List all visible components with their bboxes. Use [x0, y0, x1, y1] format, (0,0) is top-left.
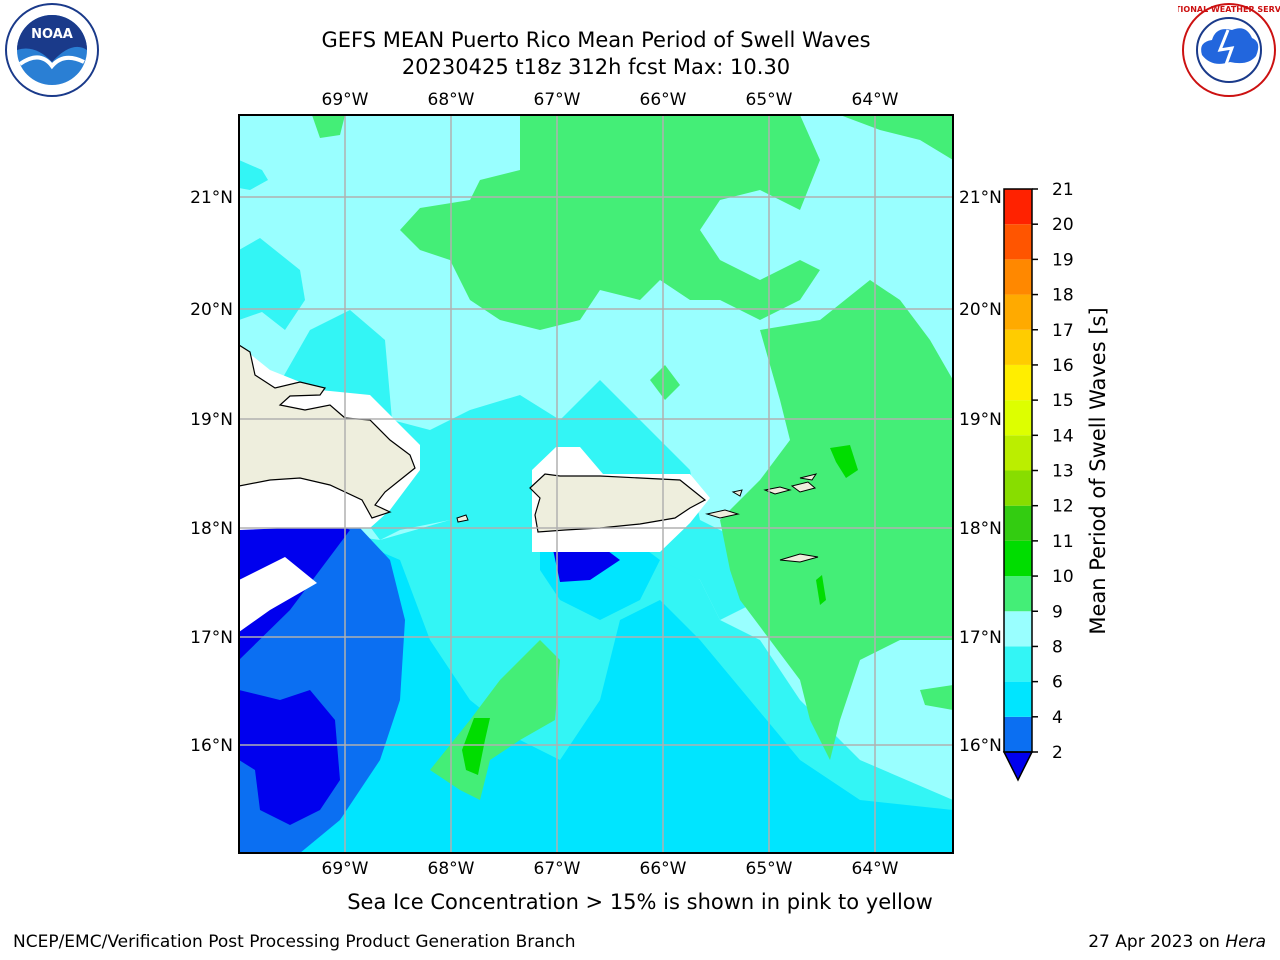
colorbar-tick-label: 2: [1052, 743, 1063, 763]
colorbar-tick-label: 17: [1052, 321, 1074, 341]
colorbar-underflow-arrow: [1002, 751, 1034, 782]
map-subtitle: 20230425 t18z 312h fcst Max: 10.30: [401, 55, 791, 79]
land-puerto-rico: [529, 473, 707, 533]
lon-label-top: 64°W: [852, 90, 899, 110]
lat-label-left: 19°N: [190, 410, 233, 430]
lat-label-right: 18°N: [959, 519, 1002, 539]
colorbar-segment: [1004, 259, 1032, 295]
colorbar: 2 4 6 8 9 10 11 12 13 14 15 16 17 18 19 20 21: [1002, 180, 1074, 782]
swell-region-under-2-c: [552, 545, 620, 582]
colorbar-segment: [1004, 364, 1032, 401]
swell-region-9-10-south: [430, 640, 560, 800]
colorbar-segment: [1004, 576, 1032, 612]
colorbar-tick-label: 21: [1052, 180, 1074, 200]
island-vieques: [705, 509, 740, 519]
swell-region-9-10-east: [720, 280, 953, 760]
colorbar-tick-label: 4: [1052, 708, 1063, 728]
lat-label-left: 21°N: [190, 188, 233, 208]
colorbar-tick-label: 19: [1052, 250, 1074, 270]
footer-date: 27 Apr 2023 on Hera: [1088, 932, 1266, 952]
lat-label-left: 20°N: [190, 300, 233, 320]
colorbar-tick-label: 16: [1052, 356, 1074, 376]
sea-ice-caption: Sea Ice Concentration > 15% is shown in …: [347, 890, 933, 914]
lat-label-left: 16°N: [190, 736, 233, 756]
lon-label-top: 67°W: [534, 90, 581, 110]
colorbar-tick-label: 8: [1052, 637, 1063, 657]
colorbar-tick-label: 9: [1052, 602, 1063, 622]
lat-label-right: 21°N: [959, 188, 1002, 208]
swell-region-6-8-north: [239, 160, 268, 190]
lat-label-left: 17°N: [190, 628, 233, 648]
colorbar-segment: [1004, 716, 1032, 752]
footer-machine: Hera: [1225, 932, 1266, 952]
swell-region-9-10-north-b: [400, 115, 820, 330]
footer-credit: NCEP/EMC/Verification Post Processing Pr…: [13, 932, 576, 952]
colorbar-segment: [1004, 329, 1032, 365]
colorbar-segment: [1004, 505, 1032, 541]
swell-region-6-8-west: [239, 238, 305, 330]
colorbar-tick-label: 18: [1052, 286, 1074, 306]
colorbar-segment: [1004, 611, 1032, 647]
colorbar-segment: [1004, 681, 1032, 717]
lon-label-bottom: 66°W: [640, 859, 687, 879]
map-frame: [238, 114, 954, 854]
colorbar-segment: [1004, 540, 1032, 577]
colorbar-segment: [1004, 400, 1032, 436]
swell-region-9-10-east-b: [920, 685, 953, 710]
lat-label-left: 18°N: [190, 519, 233, 539]
swell-region-under-2-b: [239, 690, 340, 825]
colorbar-segment: [1004, 294, 1032, 330]
swell-region-9-10-north-a: [312, 115, 345, 138]
colorbar-tick-label: 13: [1052, 462, 1074, 482]
colorbar-segment: [1004, 435, 1032, 471]
swell-region-10-11-c: [816, 575, 826, 605]
land-hispaniola: [239, 344, 416, 519]
island-virgin-c: [799, 473, 818, 481]
lon-label-bottom: 65°W: [746, 859, 793, 879]
lon-label-bottom: 69°W: [322, 859, 369, 879]
lat-label-right: 20°N: [959, 300, 1002, 320]
island-virgin-b: [790, 481, 817, 493]
lon-label-top: 65°W: [746, 90, 793, 110]
colorbar-tick-label: 20: [1052, 215, 1074, 235]
lat-label-right: 16°N: [959, 736, 1002, 756]
lon-label-top: 66°W: [640, 90, 687, 110]
island-culebra: [731, 489, 743, 497]
map-gridlines: [239, 115, 953, 853]
island-mona: [456, 514, 469, 523]
lon-label-bottom: 67°W: [534, 859, 581, 879]
map-title: GEFS MEAN Puerto Rico Mean Period of Swe…: [321, 28, 871, 52]
footer-date-text: 27 Apr 2023 on: [1088, 932, 1226, 952]
swell-region-10-11-a: [830, 445, 858, 478]
svg-text:NATIONAL WEATHER SERVICE: NATIONAL WEATHER SERVICE: [1178, 5, 1280, 14]
lon-label-bottom: 64°W: [852, 859, 899, 879]
swell-region-4-6-south: [239, 530, 953, 853]
lon-label-top: 68°W: [428, 90, 475, 110]
swell-region-10-11-b: [462, 718, 490, 775]
colorbar-label: Mean Period of Swell Waves [s]: [1086, 307, 1110, 634]
colorbar-segment: [1004, 189, 1032, 225]
colorbar-tick-label: 10: [1052, 567, 1074, 587]
colorbar-tick-label: 11: [1052, 532, 1074, 552]
island-virgin-a: [763, 486, 792, 495]
lon-label-top: 69°W: [322, 90, 369, 110]
nws-logo: NATIONAL WEATHER SERVICE: [1178, 3, 1280, 97]
swell-region-9-10-north-c: [840, 115, 953, 160]
noaa-logo: NOAA: [5, 3, 99, 97]
colorbar-tick-label: 15: [1052, 391, 1074, 411]
lat-label-right: 19°N: [959, 410, 1002, 430]
colorbar-tick-label: 12: [1052, 497, 1074, 517]
colorbar-tick-label: 6: [1052, 673, 1063, 693]
swell-region-9-10-spot: [650, 365, 680, 400]
colorbar-segment: [1004, 646, 1032, 682]
colorbar-segment: [1004, 224, 1032, 260]
land-mask-sw: [239, 557, 317, 632]
colorbar-segment: [1004, 470, 1032, 506]
island-st-croix: [779, 553, 819, 563]
lat-label-right: 17°N: [959, 628, 1002, 648]
svg-text:NOAA: NOAA: [31, 27, 73, 42]
colorbar-tick-label: 14: [1052, 426, 1074, 446]
lon-label-bottom: 68°W: [428, 859, 475, 879]
